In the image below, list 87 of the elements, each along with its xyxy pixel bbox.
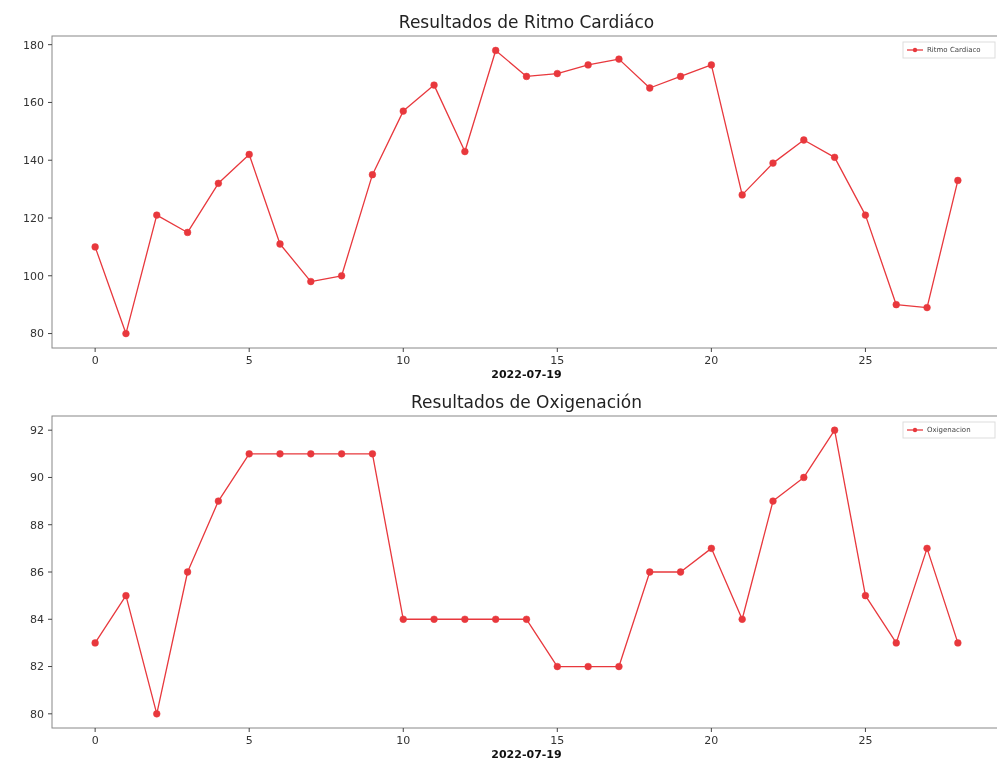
- point: [399, 615, 407, 623]
- point: [153, 710, 161, 718]
- point: [676, 72, 685, 81]
- point: [522, 72, 531, 81]
- y-tick-label: 90: [30, 471, 44, 485]
- y-tick-label: 88: [30, 518, 44, 532]
- point: [646, 84, 654, 92]
- point: [91, 639, 99, 647]
- chart-title: Resultados de Ritmo Cardiáco: [398, 12, 655, 32]
- point: [769, 497, 777, 505]
- point: [183, 568, 192, 576]
- x-tick-label: 10: [396, 354, 411, 367]
- point: [830, 426, 839, 434]
- y-tick-label: 120: [23, 211, 44, 225]
- point: [861, 592, 870, 600]
- point: [122, 329, 130, 338]
- point: [800, 473, 808, 482]
- point: [91, 243, 99, 251]
- point: [861, 211, 870, 219]
- y-tick-label: 160: [23, 96, 44, 110]
- point: [800, 136, 808, 144]
- point: [430, 615, 438, 623]
- point: [615, 55, 623, 63]
- point: [615, 662, 623, 671]
- y-tick-label: 80: [30, 327, 44, 341]
- point: [430, 81, 438, 89]
- x-tick-label: 25: [858, 734, 873, 747]
- point: [276, 450, 284, 458]
- point: [276, 240, 284, 248]
- point: [646, 568, 654, 576]
- point: [307, 450, 315, 458]
- point: [676, 568, 685, 576]
- point: [738, 191, 746, 199]
- point: [337, 272, 346, 280]
- y-tick-label: 84: [30, 613, 44, 627]
- point: [892, 301, 900, 309]
- point: [337, 450, 346, 458]
- point: [954, 639, 962, 647]
- point: [923, 544, 931, 552]
- point: [830, 153, 839, 161]
- y-tick-label: 80: [30, 707, 44, 721]
- point: [707, 61, 716, 69]
- chart-title: Resultados de Oxigenación: [411, 392, 642, 412]
- point: [584, 662, 592, 671]
- point: [368, 171, 377, 179]
- x-tick-label: 0: [91, 354, 99, 367]
- x-tick-label: 5: [245, 354, 253, 367]
- y-tick-label: 140: [23, 154, 44, 168]
- x-tick-label: 20: [704, 734, 719, 747]
- point: [245, 150, 253, 159]
- point: [461, 147, 469, 156]
- point: [307, 277, 315, 286]
- point: [769, 159, 777, 167]
- x-tick-label: 0: [91, 734, 99, 747]
- x-tick-label: 5: [245, 734, 253, 747]
- point: [707, 544, 716, 552]
- point: [923, 303, 931, 312]
- y-tick-label: 180: [23, 38, 44, 52]
- point: [368, 450, 377, 458]
- x-tick-label: 15: [550, 734, 565, 747]
- point: [954, 176, 962, 185]
- x-tick-label: 20: [704, 354, 719, 367]
- point: [892, 639, 900, 647]
- y-tick-label: 100: [23, 269, 44, 283]
- point: [122, 592, 130, 600]
- x-axis-title: 2022-07-19: [491, 368, 562, 381]
- point: [738, 615, 746, 623]
- point: [522, 615, 531, 623]
- y-tick-label: 92: [30, 424, 44, 438]
- point: [399, 107, 407, 115]
- point: [492, 615, 500, 623]
- y-tick-label: 86: [30, 565, 44, 579]
- point: [584, 61, 592, 69]
- point: [553, 69, 561, 78]
- y-tick-label: 82: [30, 660, 44, 674]
- x-axis-title: 2022-07-19: [491, 748, 562, 761]
- x-tick-label: 25: [858, 354, 873, 367]
- point: [553, 662, 561, 671]
- point: [461, 615, 469, 623]
- point: [153, 211, 161, 219]
- point: [214, 497, 223, 505]
- point: [492, 46, 500, 55]
- x-tick-label: 15: [550, 354, 565, 367]
- x-tick-label: 10: [396, 734, 411, 747]
- point: [245, 450, 253, 458]
- point: [183, 228, 192, 237]
- point: [214, 179, 223, 187]
